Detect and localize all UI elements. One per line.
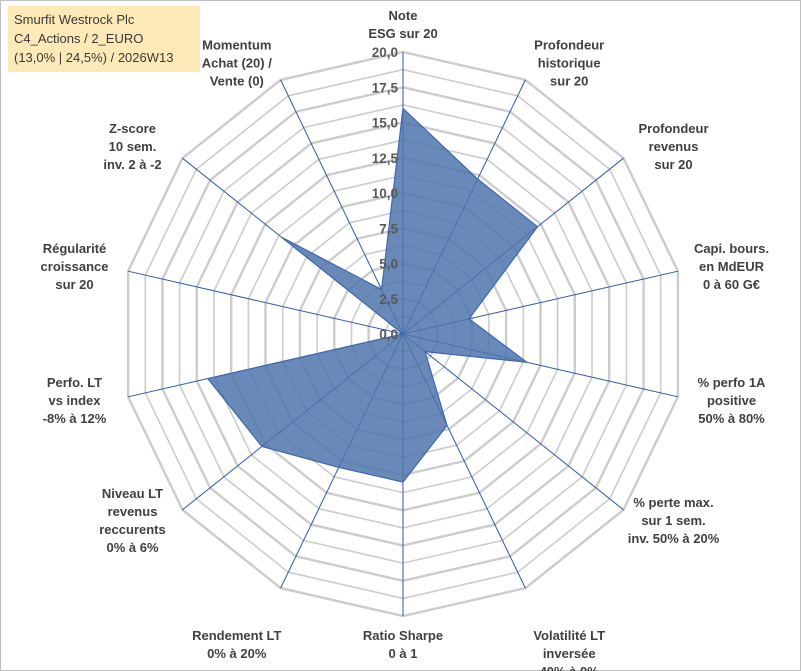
tick-label: 10,0 <box>372 186 398 201</box>
axis-label-line: revenus <box>649 139 699 154</box>
tick-label-layer: 0,0 2,5 5,0 7,5 10,0 12,5 15,0 17,5 20,0 <box>372 45 399 342</box>
axis-label-line: Profondeur <box>638 121 708 136</box>
series-layer <box>206 107 539 483</box>
axis-label-line: sur 20 <box>550 74 588 89</box>
axis-label-line: 0 à 60 G€ <box>703 277 760 292</box>
axis-label: Profondeur historique sur 20 <box>534 38 604 89</box>
tick-label: 12,5 <box>372 151 399 166</box>
axis-label-line: Volatilité LT <box>533 628 605 643</box>
axis-label-line: ESG sur 20 <box>368 26 437 41</box>
axis-label-line: Niveau LT <box>102 486 163 501</box>
axis-label-line: inv. 50% à 20% <box>628 531 720 546</box>
axis-spoke <box>127 270 404 335</box>
axis-label-line: Régularité <box>43 241 107 256</box>
tick-label: 15,0 <box>372 116 398 131</box>
axis-label: Note ESG sur 20 <box>368 8 437 41</box>
axis-label-line: croissance <box>41 259 109 274</box>
axis-label: % perte max. sur 1 sem. inv. 50% à 20% <box>628 495 720 546</box>
axis-label-line: 10 sem. <box>109 139 157 154</box>
axis-label-line: 40% à 0% <box>540 664 600 671</box>
axis-label: Niveau LT revenus reccurents 0% à 6% <box>99 486 165 555</box>
axis-label-line: positive <box>707 393 756 408</box>
axis-label-line: Z-score <box>109 121 156 136</box>
axis-label: Profondeur revenus sur 20 <box>638 121 708 172</box>
axis-label-line: Perfo. LT <box>47 375 102 390</box>
axis-label-line: inv. 2 à -2 <box>103 157 161 172</box>
title-line-company: Smurfit Westrock Plc <box>14 12 135 27</box>
tick-label: 7,5 <box>379 221 398 236</box>
axis-label-line: 0 à 1 <box>389 646 418 661</box>
axis-label-line: inversée <box>543 646 596 661</box>
axis-label-line: 0% à 20% <box>207 646 267 661</box>
axis-label-line: Ratio Sharpe <box>363 628 443 643</box>
axis-label-line: % perfo 1A <box>698 375 767 390</box>
tick-label: 20,0 <box>372 45 398 60</box>
axis-label-line: sur 20 <box>55 277 93 292</box>
title-line-stats: (13,0% | 24,5%) / 2026W13 <box>14 50 174 65</box>
axis-label-line: historique <box>538 56 601 71</box>
title-line-category: C4_Actions / 2_EURO <box>14 31 144 46</box>
axis-label: Ratio Sharpe 0 à 1 <box>363 628 443 661</box>
axis-label: % perfo 1A positive 50% à 80% <box>698 375 767 426</box>
axis-label: Régularité croissance sur 20 <box>41 241 109 292</box>
axis-label: Capi. bours. en MdEUR 0 à 60 G€ <box>694 241 769 292</box>
tick-label: 0,0 <box>379 327 398 342</box>
axis-label-line: Momentum <box>202 38 271 53</box>
axis-label-line: Capi. bours. <box>694 241 769 256</box>
axis-label-line: % perte max. <box>633 495 713 510</box>
axis-label: Perfo. LT vs index -8% à 12% <box>43 375 107 426</box>
axis-label-line: vs index <box>48 393 101 408</box>
axis-label: Volatilité LT inversée 40% à 0% <box>533 628 605 671</box>
chart-title-box: Smurfit Westrock Plc C4_Actions / 2_EURO… <box>8 6 200 72</box>
axis-label-layer: Note ESG sur 20 Profondeur historique sur 20… <box>41 8 770 671</box>
tick-label: 2,5 <box>379 292 398 307</box>
tick-label: 5,0 <box>379 257 398 272</box>
axis-label-line: 0% à 6% <box>106 540 158 555</box>
axis-label: Momentum Achat (20) / Vente (0) <box>202 38 272 89</box>
axis-label-line: 50% à 80% <box>698 411 765 426</box>
axis-label-line: Note <box>389 8 418 23</box>
axis-label-line: -8% à 12% <box>43 411 107 426</box>
axis-label: Rendement LT 0% à 20% <box>192 628 281 661</box>
axis-label: Z-score 10 sem. inv. 2 à -2 <box>103 121 161 172</box>
axis-label-line: Vente (0) <box>210 74 264 89</box>
axis-label-line: Rendement LT <box>192 628 281 643</box>
tick-label: 17,5 <box>372 80 399 95</box>
axis-label-line: reccurents <box>99 522 165 537</box>
axis-label-line: Profondeur <box>534 38 604 53</box>
axis-label-line: sur 20 <box>654 157 692 172</box>
axis-label-line: en MdEUR <box>699 259 765 274</box>
axis-label-line: revenus <box>108 504 158 519</box>
axis-label-line: Achat (20) / <box>202 56 272 71</box>
axis-label-line: sur 1 sem. <box>641 513 705 528</box>
axis-spoke <box>402 333 624 511</box>
